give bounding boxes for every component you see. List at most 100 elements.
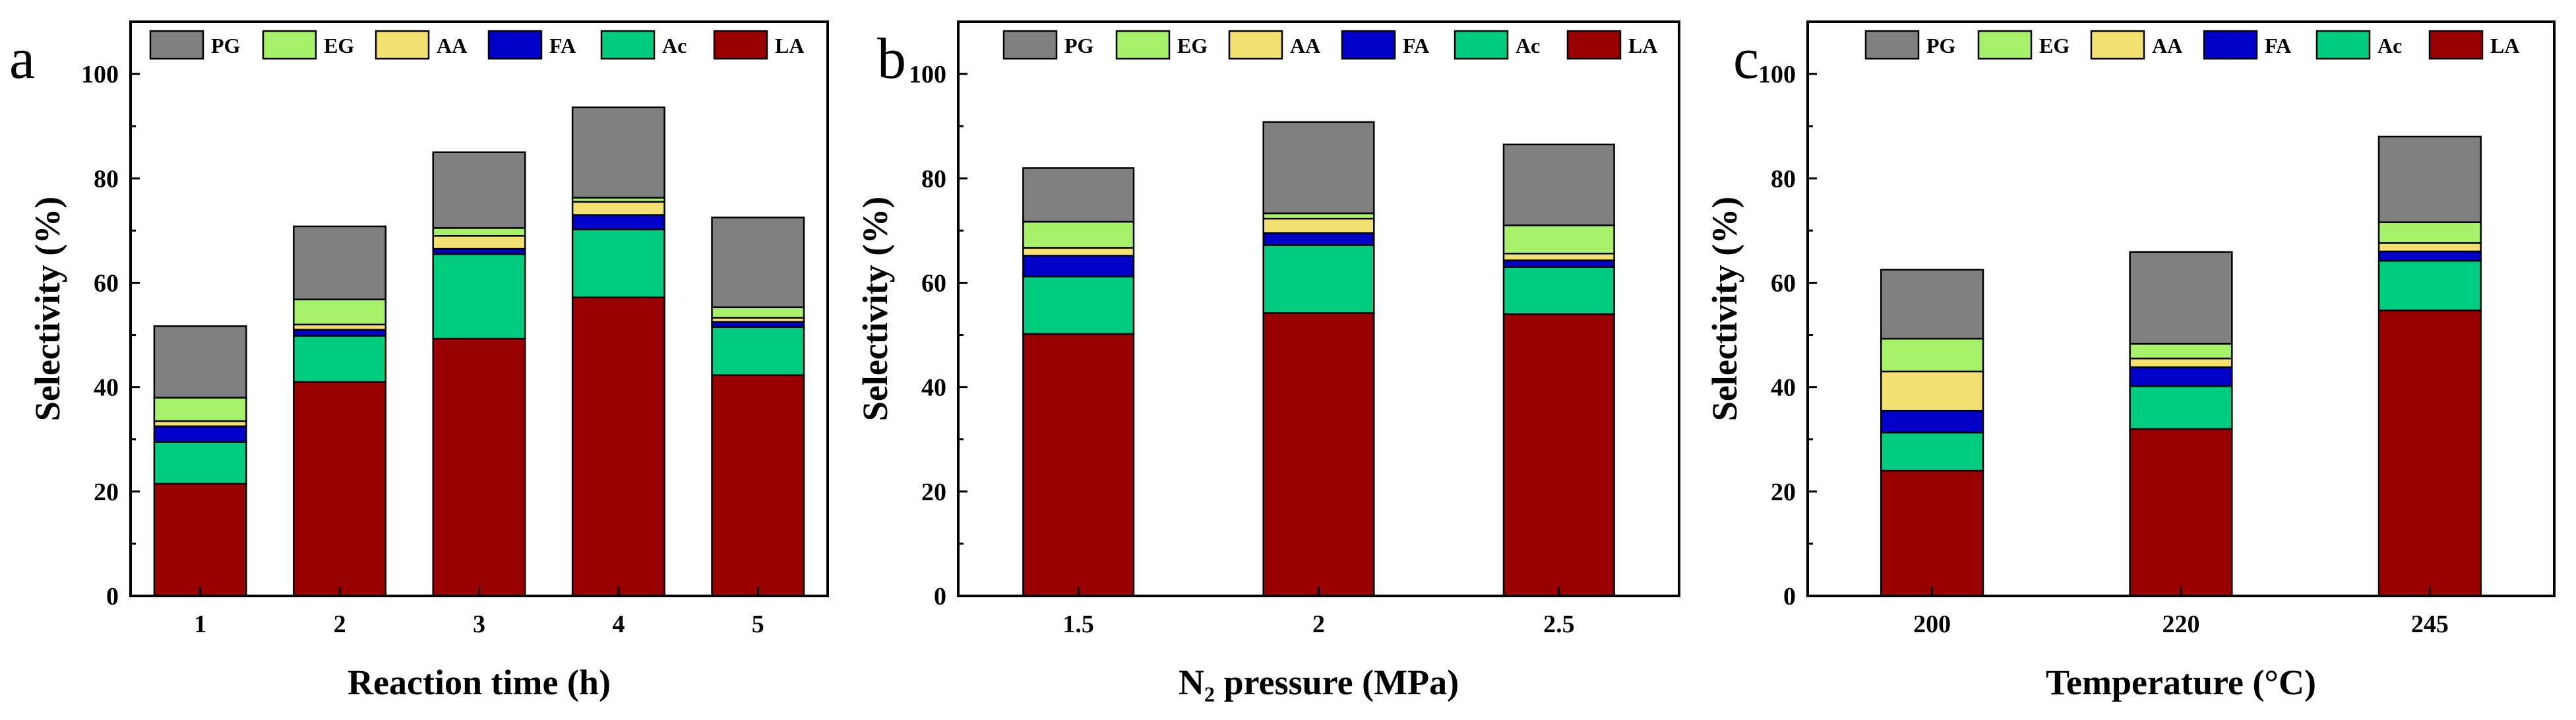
- bar-FA-220: [2129, 366, 2233, 387]
- bar-FA-1.5: [1022, 255, 1135, 278]
- bar-LA-1: [153, 482, 247, 597]
- legend-label-AA: AA: [2152, 34, 2182, 57]
- legend-label-EG: EG: [1177, 34, 1208, 57]
- legend-label-AA: AA: [1290, 34, 1320, 57]
- bar-AA-3: [432, 235, 526, 250]
- bar-Ac-4: [571, 228, 665, 298]
- bar-LA-5: [711, 374, 805, 597]
- y-tick-label: 40: [94, 374, 119, 402]
- bar-FA-4: [571, 214, 665, 230]
- bar-EG-1: [153, 397, 247, 422]
- bar-PG-3: [432, 151, 526, 229]
- legend-label-EG: EG: [2039, 34, 2070, 57]
- legend-swatch-LA: [1566, 30, 1622, 60]
- bar-AA-1.5: [1022, 247, 1135, 257]
- x-tick-label: 220: [2162, 610, 2200, 638]
- bar-FA-2: [293, 329, 387, 337]
- legend-label-Ac: Ac: [662, 34, 687, 57]
- legend-label-Ac: Ac: [2377, 34, 2402, 57]
- y-tick-label: 20: [921, 478, 946, 506]
- legend-label-LA: LA: [1628, 34, 1657, 57]
- legend-swatch-LA: [713, 30, 768, 60]
- x-tick-label: 245: [2411, 610, 2449, 638]
- bar-PG-1: [153, 325, 247, 399]
- x-tick-label: 2.5: [1543, 610, 1575, 638]
- bar-FA-5: [711, 321, 805, 328]
- y-tick-label: 20: [94, 478, 119, 506]
- legend-label-Ac: Ac: [1516, 34, 1540, 57]
- legend-swatch-EG: [1115, 30, 1171, 60]
- bar-LA-245: [2377, 310, 2482, 597]
- y-tick-label: 60: [94, 269, 119, 297]
- x-tick-label: 3: [473, 610, 485, 638]
- bar-FA-2: [1262, 232, 1375, 246]
- bar-AA-220: [2129, 357, 2233, 368]
- legend-swatch-LA: [2428, 30, 2484, 60]
- y-tick-label: 60: [921, 269, 946, 297]
- y-axis-title: Selectivity (%): [28, 197, 67, 421]
- x-axis-title: Reaction time (h): [348, 663, 611, 702]
- bar-Ac-3: [432, 253, 526, 340]
- x-tick-label: 4: [612, 610, 625, 638]
- bar-Ac-220: [2129, 385, 2233, 430]
- bar-LA-2.5: [1502, 313, 1615, 597]
- bar-Ac-1.5: [1022, 275, 1135, 335]
- bar-Ac-5: [711, 326, 805, 376]
- bar-EG-1.5: [1022, 220, 1135, 249]
- panel-letter: c: [1733, 27, 1759, 91]
- y-tick-label: 80: [94, 165, 119, 193]
- legend: PG EG AA FA Ac LA: [1002, 30, 1657, 60]
- chart-panel-b: b 0 20 40 60 80 100 1.5 2 2.5 N₂ pressure (MPa) Sel…: [855, 20, 1680, 702]
- x-tick-label: 5: [752, 610, 764, 638]
- y-tick-label: 0: [934, 583, 946, 610]
- legend-swatch-PG: [1002, 30, 1058, 60]
- bar-AA-200: [1880, 370, 1984, 412]
- legend-swatch-FA: [1341, 30, 1396, 60]
- legend-swatch-PG: [1864, 30, 1920, 60]
- legend-swatch-AA: [375, 30, 430, 60]
- bar-Ac-1: [153, 441, 247, 485]
- bar-PG-245: [2377, 135, 2482, 223]
- bar-EG-5: [711, 306, 805, 319]
- legend-swatch-PG: [149, 30, 204, 60]
- legend-swatch-Ac: [2315, 30, 2371, 60]
- x-tick-label: 1: [194, 610, 206, 638]
- legend-swatch-EG: [1977, 30, 2033, 60]
- legend-label-FA: FA: [1403, 34, 1429, 57]
- legend: PG EG AA FA Ac LA: [1864, 30, 2519, 60]
- legend-label-PG: PG: [211, 34, 241, 57]
- bar-FA-2.5: [1502, 259, 1615, 268]
- bar-PG-200: [1880, 269, 1984, 340]
- bar-PG-2: [1262, 121, 1375, 214]
- bar-LA-2: [1262, 312, 1375, 597]
- bar-LA-4: [571, 296, 665, 597]
- bar-FA-245: [2377, 250, 2482, 262]
- y-tick-label: 0: [106, 583, 119, 610]
- legend-label-PG: PG: [1064, 34, 1094, 57]
- y-tick-label: 40: [921, 374, 946, 402]
- x-axis-title: N₂ pressure (MPa): [1179, 663, 1459, 702]
- bar-Ac-200: [1880, 432, 1984, 472]
- bar-EG-245: [2377, 221, 2482, 244]
- legend-label-EG: EG: [324, 34, 354, 57]
- legend-swatch-FA: [487, 30, 543, 60]
- bar-LA-200: [1880, 469, 1984, 597]
- bar-PG-1.5: [1022, 167, 1135, 223]
- bar-Ac-2.5: [1502, 266, 1615, 315]
- y-axis-title: Selectivity (%): [1705, 197, 1744, 421]
- x-tick-label: 2: [334, 610, 346, 638]
- x-tick-label: 1.5: [1062, 610, 1094, 638]
- bar-Ac-245: [2377, 259, 2482, 311]
- legend-label-AA: AA: [437, 34, 467, 57]
- legend-label-PG: PG: [1926, 34, 1956, 57]
- bar-PG-2: [293, 225, 387, 300]
- bar-EG-200: [1880, 337, 1984, 373]
- legend-swatch-AA: [2090, 30, 2145, 60]
- chart-panel-a: a 0 20 40 60 80 100 1 2 3 4 5 Reaction time (h) Selec…: [9, 20, 829, 702]
- y-tick-label: 60: [1771, 269, 1796, 297]
- bar-FA-1: [153, 425, 247, 443]
- bar-PG-220: [2129, 251, 2233, 345]
- panel-letter: b: [877, 27, 906, 91]
- bar-LA-1.5: [1022, 333, 1135, 597]
